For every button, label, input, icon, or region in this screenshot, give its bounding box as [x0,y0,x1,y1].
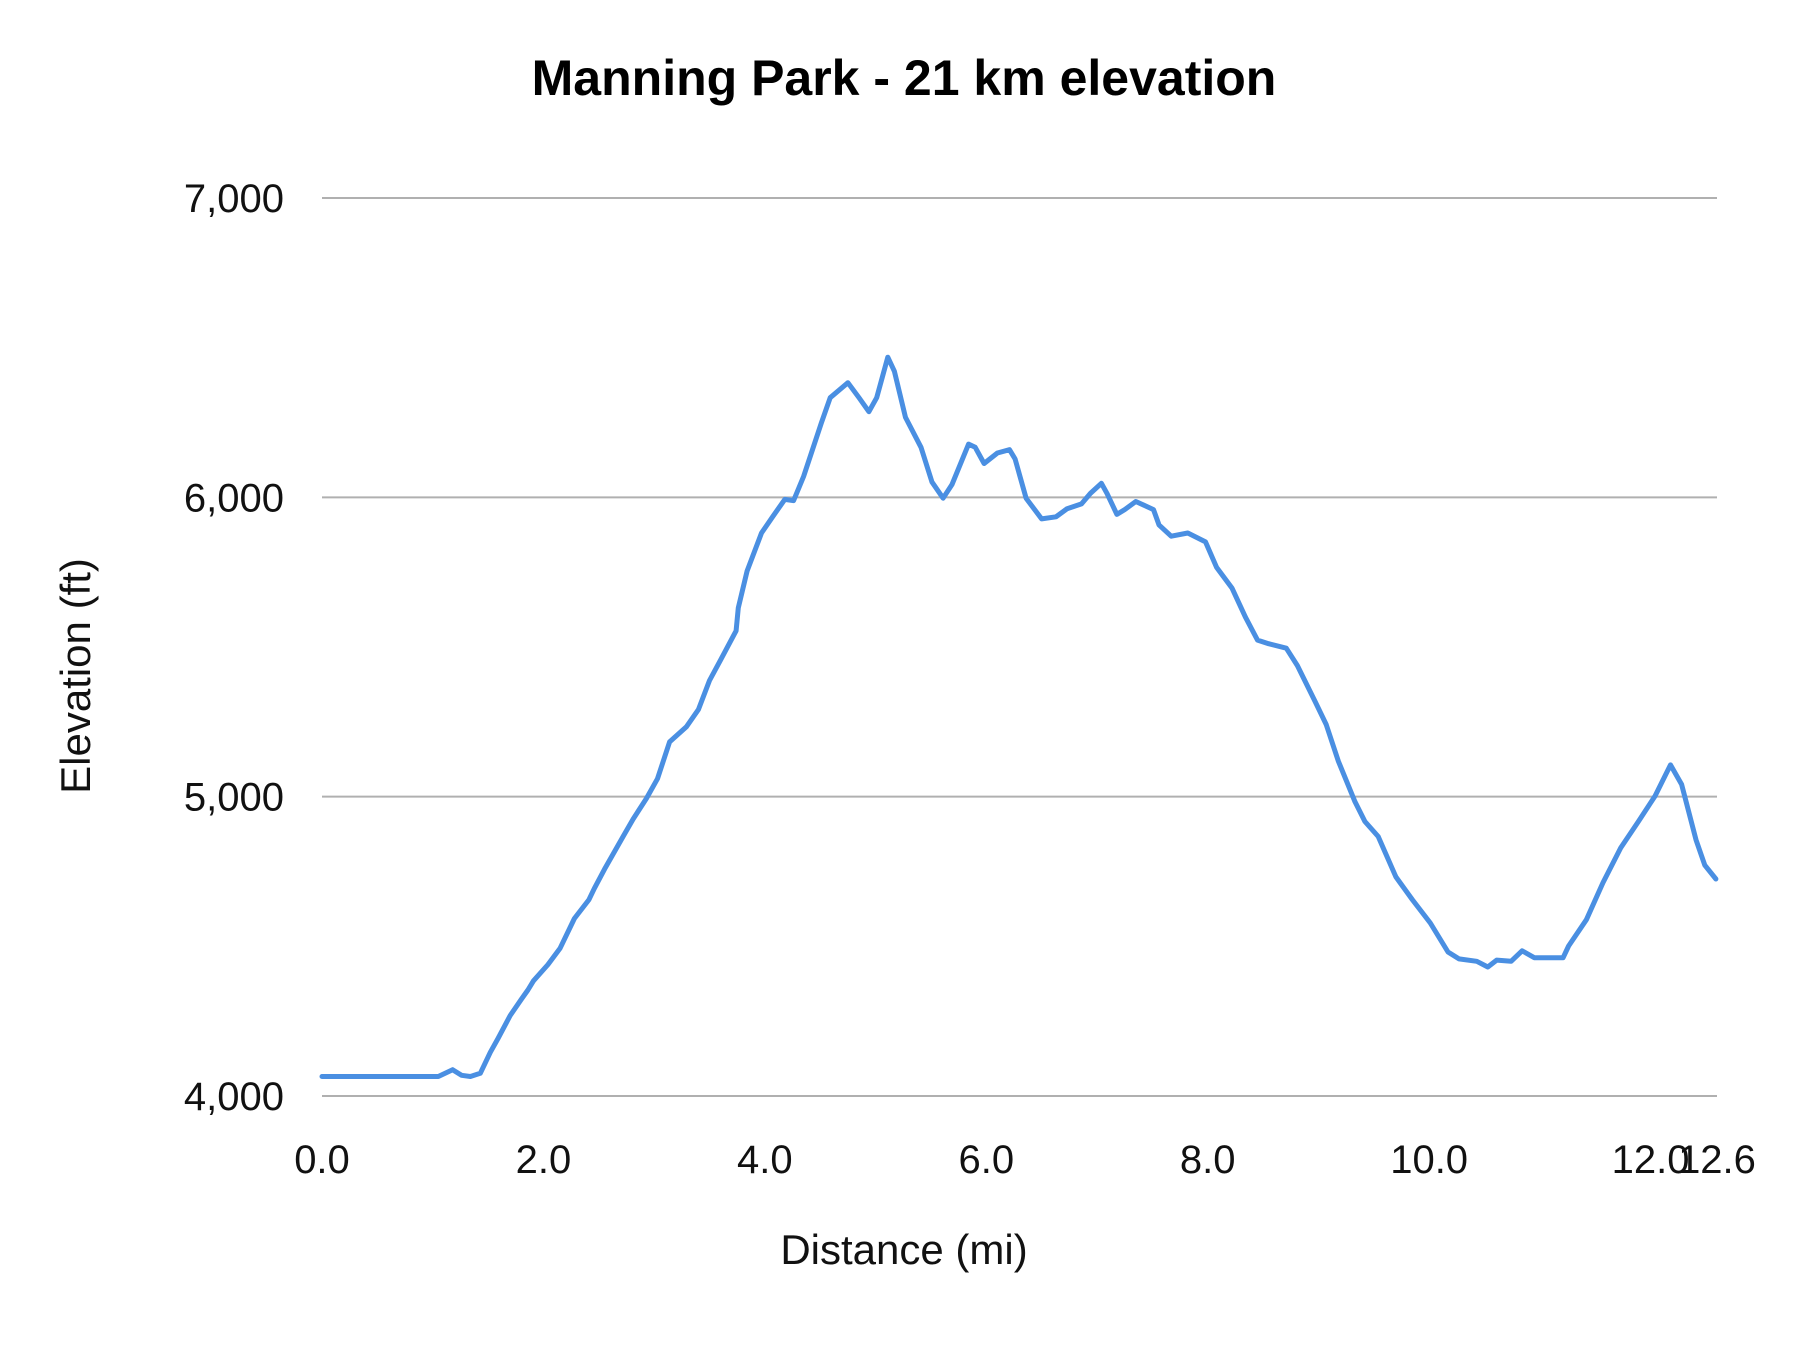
x-tick-label: 6.0 [958,1138,1014,1182]
x-tick-label: 12.0 [1612,1138,1690,1182]
x-axis-title: Distance (mi) [780,1226,1027,1273]
y-tick-label: 4,000 [184,1075,284,1119]
x-tick-label: 8.0 [1180,1138,1236,1182]
x-tick-label: 10.0 [1390,1138,1468,1182]
y-axis-title: Elevation (ft) [52,558,99,794]
x-tick-label: 4.0 [737,1138,793,1182]
y-tick-label: 6,000 [184,476,284,520]
y-axis-ticks: 4,000 5,000 6,000 7,000 [184,177,284,1119]
x-tick-label: 12.6 [1678,1138,1756,1182]
x-tick-label: 2.0 [516,1138,572,1182]
elevation-series-line [319,354,1719,1079]
x-tick-label: 0.0 [294,1138,350,1182]
x-axis-ticks: 0.0 2.0 4.0 6.0 8.0 10.0 12.012.6 [294,1138,1756,1182]
y-tick-label: 5,000 [184,776,284,820]
gridlines [322,197,1717,1097]
y-tick-label: 7,000 [184,177,284,221]
chart-title: Manning Park - 21 km elevation [532,50,1277,106]
